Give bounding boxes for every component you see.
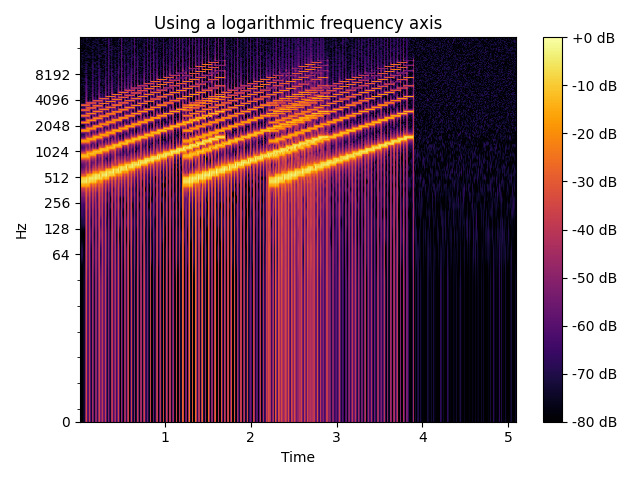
Y-axis label: Hz: Hz	[15, 221, 29, 239]
Title: Using a logarithmic frequency axis: Using a logarithmic frequency axis	[154, 15, 442, 33]
X-axis label: Time: Time	[281, 451, 315, 465]
